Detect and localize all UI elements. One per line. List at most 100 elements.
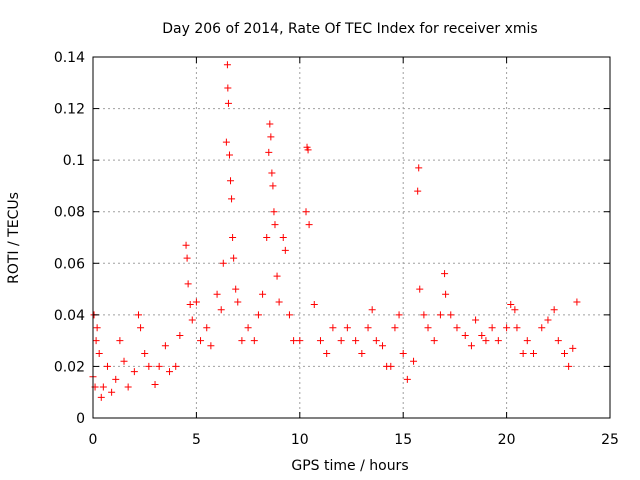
y-tick-label: 0.06 <box>54 256 85 272</box>
data-point <box>145 362 153 370</box>
x-tick-label: 15 <box>394 432 412 448</box>
y-tick-label: 0.02 <box>54 359 85 375</box>
y-tick-label: 0 <box>76 411 85 427</box>
data-point <box>304 146 312 154</box>
data-point <box>141 350 149 358</box>
data-point <box>270 208 278 216</box>
data-point <box>364 324 372 332</box>
data-point <box>529 350 537 358</box>
data-point <box>461 331 469 339</box>
data-point <box>352 337 360 345</box>
data-point <box>507 301 515 309</box>
data-point <box>488 324 496 332</box>
x-tick-labels: 0 5 10 15 20 25 <box>89 432 619 448</box>
data-point <box>447 311 455 319</box>
data-point <box>275 298 283 306</box>
data-point <box>232 285 240 293</box>
y-tick-label: 0.14 <box>54 50 85 66</box>
data-point <box>151 380 159 388</box>
data-point <box>420 311 428 319</box>
data-point <box>124 383 132 391</box>
data-point <box>343 324 351 332</box>
data-point <box>430 337 438 345</box>
data-point <box>544 316 552 324</box>
data-point <box>285 311 293 319</box>
data-point <box>503 324 511 332</box>
data-point <box>337 337 345 345</box>
data-point <box>281 246 289 254</box>
data-point <box>203 324 211 332</box>
data-point <box>482 337 490 345</box>
data-point <box>513 324 521 332</box>
data-point <box>266 120 274 128</box>
data-points <box>89 61 581 401</box>
data-point <box>511 306 519 314</box>
data-point <box>358 350 366 358</box>
data-point <box>112 375 120 383</box>
x-tick-label: 0 <box>89 432 98 448</box>
data-point <box>399 350 407 358</box>
data-point <box>561 350 569 358</box>
data-point <box>538 324 546 332</box>
data-point <box>263 234 271 241</box>
data-point <box>550 306 558 314</box>
data-point <box>116 337 124 345</box>
data-point <box>323 350 331 358</box>
data-point <box>92 337 100 345</box>
data-point <box>310 301 318 309</box>
x-tick-label: 20 <box>498 432 516 448</box>
data-point <box>478 331 486 339</box>
data-point <box>415 164 423 172</box>
data-point <box>217 306 225 314</box>
data-point <box>222 138 230 146</box>
data-point <box>523 337 531 345</box>
data-point <box>155 362 163 370</box>
chart-title: Day 206 of 2014, Rate Of TEC Index for r… <box>162 21 537 37</box>
data-point <box>224 84 232 92</box>
data-point <box>316 337 324 345</box>
data-point <box>290 337 298 345</box>
data-point <box>387 362 395 370</box>
data-point <box>250 337 258 345</box>
y-tick-label: 0.08 <box>54 205 85 221</box>
x-tick-label: 10 <box>291 432 309 448</box>
data-point <box>269 182 277 190</box>
data-point <box>403 375 411 383</box>
x-axis-label: GPS time / hours <box>291 458 408 474</box>
data-point <box>259 290 267 298</box>
data-point <box>569 344 577 352</box>
data-point <box>228 195 236 203</box>
data-point <box>441 270 449 278</box>
y-tick-label: 0.1 <box>63 153 85 169</box>
data-point <box>368 306 376 314</box>
y-tick-label: 0.12 <box>54 102 85 118</box>
data-point <box>416 285 424 293</box>
data-point <box>219 259 227 267</box>
data-point <box>213 290 221 298</box>
data-point <box>565 362 573 370</box>
data-point <box>223 61 231 69</box>
data-point <box>161 342 169 350</box>
data-point <box>273 272 281 280</box>
data-point <box>176 331 184 339</box>
data-point <box>108 388 116 396</box>
data-point <box>130 368 138 376</box>
data-point <box>391 324 399 332</box>
axis-ticks <box>92 56 611 419</box>
data-point <box>279 234 287 241</box>
data-point <box>134 311 142 319</box>
y-tick-label: 0.04 <box>54 308 85 324</box>
data-point <box>186 301 194 309</box>
data-point <box>494 337 502 345</box>
data-point <box>225 151 233 159</box>
data-point <box>519 350 527 358</box>
data-point <box>554 337 562 345</box>
data-point <box>224 99 232 107</box>
data-point <box>436 311 444 319</box>
data-point <box>472 316 480 324</box>
data-point <box>97 393 105 401</box>
x-tick-label: 25 <box>601 432 619 448</box>
data-point <box>467 342 475 350</box>
data-point <box>93 324 101 332</box>
